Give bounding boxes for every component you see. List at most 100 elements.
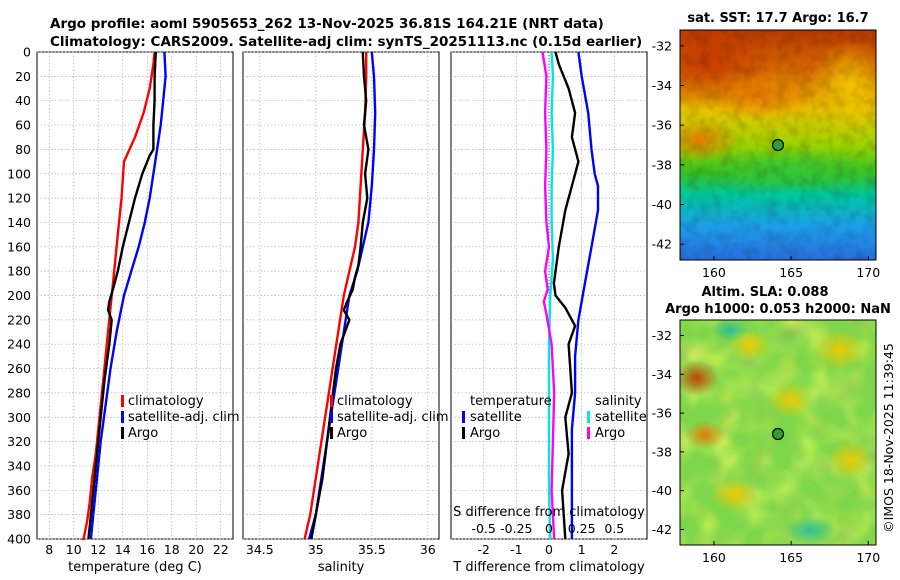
temperature-lines [82,51,167,541]
difference-s-axis-label: S difference from climatology [453,505,645,520]
sla-map-title-line2: Argo h1000: 0.053 h2000: NaN [665,302,891,317]
legend-label-argo: Argo [337,426,367,441]
y-tick-label: 260 [7,361,31,376]
sla-high-4 [768,382,812,418]
series-line-s-argo [541,51,556,540]
salinity-panel: 34.5 35 35.5 36 salinity climatology satell… [242,51,449,575]
y-tick-label: 180 [7,264,31,279]
y-tick-label: 360 [7,483,31,498]
sla-map-frame [679,319,877,546]
x-tick-label: 35 [308,542,324,557]
y-tick-label: 240 [7,337,31,352]
difference-s-ticks: -0.5 -0.25 0 0.25 0.5 [471,521,624,536]
y-tick-label: 300 [7,410,31,425]
y-tick-label: 0 [23,45,31,60]
map-y-tick-label: -42 [652,237,672,252]
salinity-x-label: salinity [318,560,365,575]
sla-high-7 [711,479,759,511]
salinity-x-ticks: 34.5 35 35.5 36 [246,542,436,557]
sst-map: sat. SST: 17.7 Argo: 16.7 160 165 170 -32 -3… [652,11,881,280]
sla-map-title-line1: Altim. SLA: 0.088 [702,285,829,300]
salinity-legend: climatology satellite-adj. clim Argo [330,394,449,441]
x-tick-label: -1 [510,542,522,557]
legend-label-climatology: climatology [337,394,413,409]
x-tick-label: 0 [545,542,553,557]
watermark: ©IMOS 18-Nov-2025 11:39:45 [881,343,896,533]
map-y-tick-label: -40 [652,483,672,498]
map-x-tick-label: 160 [702,550,726,565]
sst-map-frame [679,29,877,261]
y-tick-label: 80 [15,142,31,157]
legend-swatch-satellite [121,411,124,423]
y-tick-label: 40 [15,93,31,108]
legend-swatch-satellite [330,411,333,423]
x-tick-label: 16 [139,542,155,557]
map-x-tick-label: 165 [779,550,803,565]
x-tick-label: 1 [578,542,586,557]
y-tick-label: 380 [7,507,31,522]
legend-swatch-climatology [330,395,333,407]
difference-panel: -2 -1 0 1 2 -0.5 -0.25 0 0.25 0.5 S difference f… [450,51,648,575]
temperature-y-ticks: 0 20 40 60 80 100 120 140 160 180 200 220 240 260 280 3… [7,45,31,547]
salinity-lines [303,51,377,540]
legend-title-temperature: temperature [470,394,552,409]
series-line-argo [87,51,157,540]
sst-map-axes: 160 165 170 -32 -34 -36 -38 -40 -42 [652,38,881,280]
x-tick-label: 35.5 [358,542,386,557]
sla-high-1 [680,360,719,396]
series-line-satellite-adj-clim [89,51,167,540]
series-line-argo [310,51,370,540]
sla-map: Altim. SLA: 0.088 Argo h1000: 0.053 h200… [652,285,891,565]
y-tick-label: 160 [7,239,31,254]
map-x-tick-label: 170 [856,550,880,565]
sst-field [680,30,876,260]
legend-label-climatology: climatology [128,394,204,409]
temperature-grid [37,51,233,540]
argo-location-marker [771,138,785,152]
y-tick-label: 400 [7,532,31,547]
x-tick-label: 18 [164,542,180,557]
map-y-tick-label: -34 [652,78,672,93]
y-tick-label: 100 [7,166,31,181]
legend-swatch-argo [121,427,124,439]
salinity-grid [243,51,439,540]
series-line-s-satellite [547,51,555,540]
x-tick-label: 36 [420,542,436,557]
legend-label-s-satellite: satellite [595,410,647,425]
difference-lines [541,51,600,540]
y-tick-label: 320 [7,434,31,449]
legend-label-t-argo: Argo [470,426,500,441]
s-tick-label: 0.5 [604,521,624,536]
map-y-tick-label: -38 [652,157,672,172]
argo-location-marker [771,427,785,441]
y-tick-label: 220 [7,312,31,327]
x-tick-label: -2 [477,542,489,557]
difference-legend: temperature satellite Argo salinity sate… [462,394,647,441]
temperature-x-ticks: 8 10 12 14 16 18 20 22 [45,542,228,557]
map-x-tick-label: 170 [856,265,880,280]
map-y-tick-label: -38 [652,444,672,459]
series-line-climatology [82,51,156,541]
legend-swatch-climatology [121,395,124,407]
difference-x-ticks: -2 -1 0 1 2 [477,542,618,557]
s-tick-label: 0.25 [568,521,596,536]
sla-high-6 [828,440,872,480]
series-line-t-satellite [570,51,600,539]
legend-title-salinity: salinity [595,394,642,409]
legend-swatch-s-satellite [587,411,590,423]
legend-swatch-s-argo [587,427,590,439]
legend-swatch-t-argo [462,427,465,439]
y-tick-label: 20 [15,69,31,84]
temperature-x-label: temperature (deg C) [68,560,202,575]
y-tick-label: 60 [15,118,31,133]
x-tick-label: 20 [188,542,204,557]
sla-low-1 [712,320,748,342]
legend-label-s-argo: Argo [595,426,625,441]
difference-x-label: T difference from climatology [452,560,645,575]
legend-swatch-t-satellite [462,411,465,423]
title-line2: Climatology: CARS2009. Satellite-adj cli… [50,34,642,50]
map-y-tick-label: -32 [652,328,672,343]
s-tick-label: 0 [545,521,553,536]
legend-swatch-argo [330,427,333,439]
